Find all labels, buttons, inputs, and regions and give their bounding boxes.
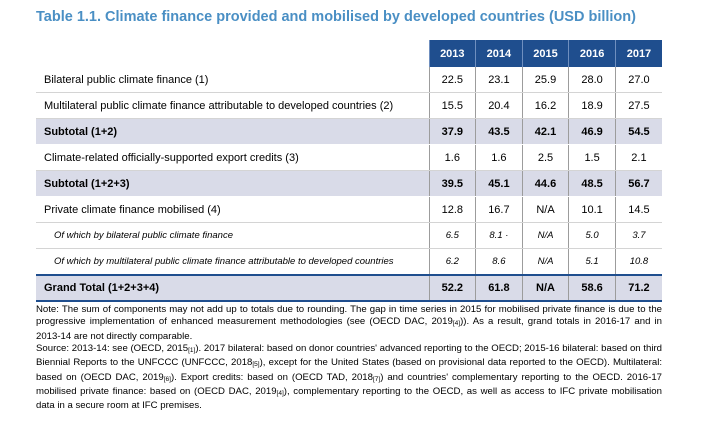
cell-value: 14.5 xyxy=(614,196,662,223)
row-label: Climate-related officially-supported exp… xyxy=(36,144,430,171)
row-label: Of which by bilateral public climate fin… xyxy=(36,222,430,249)
cell-value: 52.2 xyxy=(428,274,476,302)
reference-marker: [1] xyxy=(188,347,196,355)
grand-total-row: Grand Total (1+2+3+4) 52.2 61.8 N/A 58.6… xyxy=(36,274,662,302)
year-header: 2016 xyxy=(568,40,616,67)
cell-value: 61.8 xyxy=(475,274,523,302)
cell-value: 25.9 xyxy=(521,67,569,93)
cell-value: 48.5 xyxy=(568,170,616,197)
source-text: ), complementary reporting to the OECD, … xyxy=(36,386,662,412)
table-row: Multilateral public climate finance attr… xyxy=(36,92,662,119)
row-label: Of which by multilateral public climate … xyxy=(36,248,430,276)
table-row: Of which by multilateral public climate … xyxy=(36,248,662,276)
cell-value: 39.5 xyxy=(428,170,476,197)
row-label: Bilateral public climate finance (1) xyxy=(36,67,430,93)
cell-value: 5.0 xyxy=(568,222,616,249)
reference-marker: [7] xyxy=(372,375,381,383)
source-paragraph: Source: 2013-14: see (OECD, 2015[1]). 20… xyxy=(36,343,662,413)
cell-value: 2.1 xyxy=(614,144,662,171)
cell-value: 3.7 xyxy=(614,222,662,249)
reference-marker: [6] xyxy=(163,375,171,383)
reference-marker: [4] xyxy=(452,320,461,328)
cell-value: N/A xyxy=(521,274,569,302)
year-header: 2017 xyxy=(614,40,662,67)
source-text: ), except for the United States (based o… xyxy=(36,357,662,383)
cell-value: 56.7 xyxy=(614,170,662,197)
year-header: 2013 xyxy=(428,40,476,67)
row-label: Subtotal (1+2) xyxy=(36,118,430,145)
cell-value: 8.1 · xyxy=(475,222,523,249)
cell-value: 43.5 xyxy=(475,118,523,145)
cell-value: 44.6 xyxy=(521,170,569,197)
cell-value: 23.1 xyxy=(475,67,523,93)
reference-marker: [4] xyxy=(276,390,284,398)
year-header: 2015 xyxy=(521,40,569,67)
row-label: Private climate finance mobilised (4) xyxy=(36,196,430,223)
cell-value: N/A xyxy=(521,248,569,276)
header-blank-cell xyxy=(36,40,430,67)
cell-value: 16.7 xyxy=(475,196,523,223)
cell-value: 18.9 xyxy=(568,92,616,119)
cell-value: 2.5 xyxy=(521,144,569,171)
year-header: 2014 xyxy=(475,40,523,67)
cell-value: 27.5 xyxy=(614,92,662,119)
source-text: ). Export credits: based on (OECD TAD, 2… xyxy=(170,371,373,383)
cell-value: 5.1 xyxy=(568,248,616,276)
subtotal-row: Subtotal (1+2) 37.9 43.5 42.1 46.9 54.5 xyxy=(36,118,662,145)
cell-value: 58.6 xyxy=(568,274,616,302)
cell-value: 15.5 xyxy=(428,92,476,119)
cell-value: 37.9 xyxy=(428,118,476,145)
reference-marker: [5] xyxy=(252,361,260,369)
table-row: Climate-related officially-supported exp… xyxy=(36,144,662,171)
source-text: ) and countries' complementary reporting… xyxy=(36,371,662,398)
cell-value: N/A xyxy=(521,196,569,223)
cell-value: 22.5 xyxy=(428,67,476,93)
header-row: 2013 2014 2015 2016 2017 xyxy=(36,40,662,67)
table-row: Private climate finance mobilised (4) 12… xyxy=(36,196,662,223)
cell-value: 8.6 xyxy=(475,248,523,276)
cell-value: 45.1 xyxy=(475,170,523,197)
cell-value: 27.0 xyxy=(614,67,662,93)
cell-value: 28.0 xyxy=(568,67,616,93)
table-title: Table 1.1. Climate finance provided and … xyxy=(36,9,636,25)
cell-value: 10.1 xyxy=(568,196,616,223)
source-text: Source: 2013-14: see (OECD, 2015 xyxy=(36,343,189,355)
cell-value: 6.2 xyxy=(428,248,476,276)
row-label: Multilateral public climate finance attr… xyxy=(36,92,430,119)
cell-value: 54.5 xyxy=(614,118,662,145)
cell-value: 16.2 xyxy=(521,92,569,119)
cell-value: 12.8 xyxy=(428,196,476,223)
subtotal-row: Subtotal (1+2+3) 39.5 45.1 44.6 48.5 56.… xyxy=(36,170,662,197)
cell-value: 42.1 xyxy=(521,118,569,145)
cell-value: 20.4 xyxy=(475,92,523,119)
cell-value: 1.6 xyxy=(428,144,476,171)
table-notes: Note: The sum of components may not add … xyxy=(36,304,662,413)
note-text: Note: The sum of components may not add … xyxy=(36,304,662,328)
cell-value: 46.9 xyxy=(568,118,616,145)
cell-value: 1.6 xyxy=(475,144,523,171)
row-label: Grand Total (1+2+3+4) xyxy=(36,274,430,302)
source-text: ). 2017 bilateral: based on donor countr… xyxy=(36,343,662,369)
note-paragraph: Note: The sum of components may not add … xyxy=(36,304,662,343)
cell-value: 6.5 xyxy=(428,222,476,249)
cell-value: 10.8 xyxy=(614,248,662,276)
table-row: Of which by bilateral public climate fin… xyxy=(36,222,662,249)
cell-value: 71.2 xyxy=(614,274,662,302)
cell-value: N/A xyxy=(521,222,569,249)
cell-value: 1.5 xyxy=(568,144,616,171)
row-label: Subtotal (1+2+3) xyxy=(36,170,430,197)
climate-finance-table: 2013 2014 2015 2016 2017 Bilateral publi… xyxy=(36,40,662,302)
note-text: )). As a result, grand totals in 2016-17… xyxy=(36,316,662,342)
table-row: Bilateral public climate finance (1) 22.… xyxy=(36,67,662,93)
